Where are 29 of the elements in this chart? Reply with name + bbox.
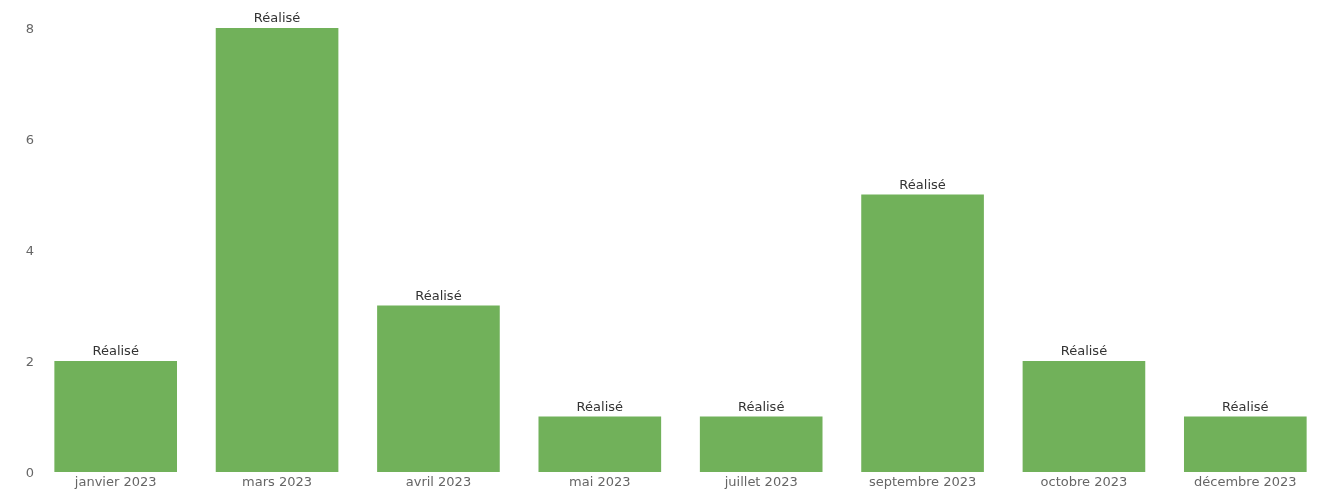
bar [861,194,984,472]
bar [1183,416,1307,472]
bar [377,305,500,472]
data-label: Réalisé [415,287,462,303]
bar [699,416,823,472]
bar [1022,361,1146,472]
x-tick-label: septembre 2023 [868,474,977,489]
bar [538,416,662,472]
x-tick-label: mars 2023 [242,474,313,489]
y-tick-label: 6 [25,131,34,147]
data-label: Réalisé [576,398,624,414]
x-tick-label: janvier 2023 [73,474,157,489]
y-tick-label: 4 [25,242,34,258]
bar [215,28,339,472]
x-tick-label: juillet 2023 [723,474,798,489]
y-tick-label: 8 [25,20,34,36]
x-tick-label: décembre 2023 [1194,474,1297,489]
y-tick-label: 2 [25,353,34,369]
y-tick-label: 0 [25,464,34,480]
data-label: Réalisé [253,10,301,25]
data-label: Réalisé [1222,398,1269,414]
data-label: Réalisé [899,176,946,192]
x-tick-label: mai 2023 [569,474,631,489]
bar [54,361,178,472]
data-label: Réalisé [1060,343,1108,358]
data-label: Réalisé [737,398,785,414]
x-tick-label: avril 2023 [405,474,472,489]
data-label: Réalisé [92,343,139,358]
x-tick-label: octobre 2023 [1040,474,1128,489]
